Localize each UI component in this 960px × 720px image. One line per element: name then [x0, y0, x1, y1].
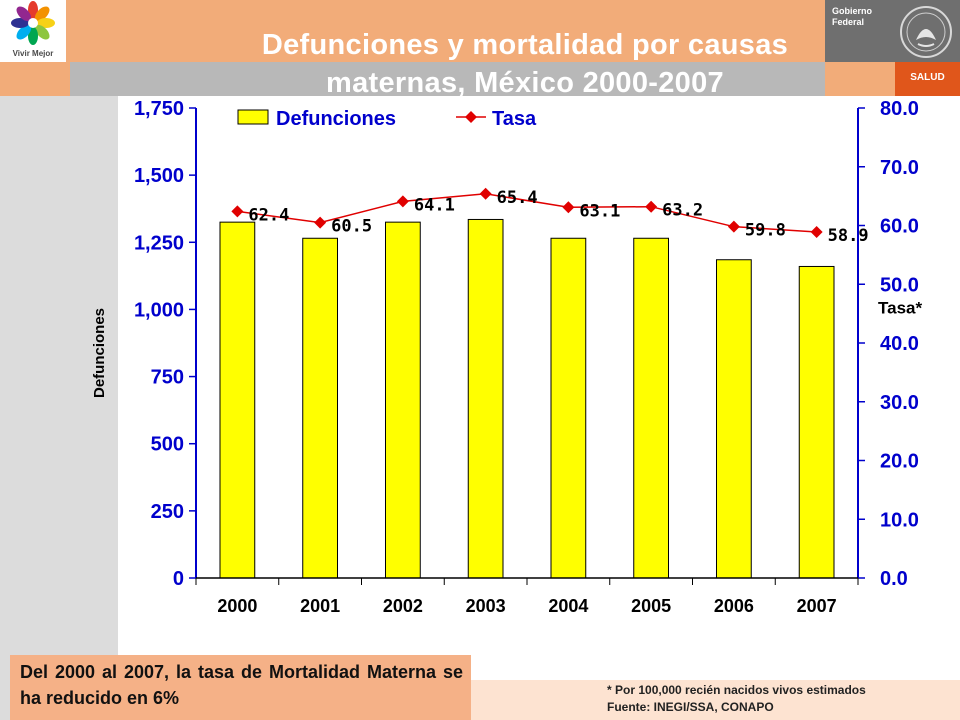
legend-bar-swatch	[237, 109, 269, 125]
mexico-seal-icon	[900, 6, 952, 58]
left-tick-label: 1,750	[134, 98, 184, 120]
left-tick-label: 0	[173, 568, 184, 590]
x-tick-label: 2007	[797, 596, 837, 616]
flower-logo-icon	[11, 1, 55, 45]
y-axis-right-title: Tasa*	[878, 299, 922, 318]
right-tick-label: 60.0	[880, 216, 919, 238]
x-tick-label: 2005	[631, 596, 671, 616]
title-line-1: Defunciones y mortalidad por causas	[261, 29, 789, 61]
page-title: Defunciones y mortalidad por causas mate…	[100, 26, 950, 102]
right-tick-label: 40.0	[880, 333, 919, 355]
tasa-data-label: 65.4	[497, 188, 538, 208]
bar-2005	[633, 237, 670, 579]
left-panel	[0, 96, 118, 720]
x-tick-label: 2003	[466, 596, 506, 616]
gobierno-federal-text: Gobierno Federal	[832, 6, 892, 28]
legend-tasa: Tasa	[492, 108, 537, 130]
left-tick-label: 1,250	[134, 232, 184, 254]
tasa-data-label: 58.9	[828, 226, 869, 246]
right-tick-label: 30.0	[880, 392, 919, 414]
bar-2006	[715, 259, 752, 579]
bar-2001	[302, 237, 339, 579]
source-text: Fuente: INEGI/SSA, CONAPO	[607, 700, 774, 714]
right-tick-label: 80.0	[880, 98, 919, 120]
left-tick-label: 1,000	[134, 299, 184, 321]
chart: 0 250 500 750 1,000 1,250 1,500 1,750 0.0 10.0 20.…	[91, 98, 922, 616]
tasa-data-label: 62.4	[248, 205, 289, 225]
tasa-point-2004	[562, 201, 575, 214]
bar-2003	[467, 218, 504, 579]
title-band	[70, 62, 825, 96]
tasa-point-2006	[727, 220, 740, 233]
legend-defunciones: Defunciones	[276, 108, 396, 130]
footnote-block: * Por 100,000 recién nacidos vivos estim…	[607, 682, 866, 716]
legend-diamond-icon	[465, 111, 477, 123]
x-tick-label: 2000	[217, 596, 257, 616]
right-tick-label: 50.0	[880, 274, 919, 296]
title-line-2: maternas, México 2000-2007	[326, 67, 724, 99]
bar-2000	[219, 221, 256, 579]
tasa-data-label: 60.5	[331, 217, 372, 237]
tasa-data-label: 63.2	[662, 201, 703, 221]
right-tick-label: 0.0	[880, 568, 908, 590]
y-axis-title: Defunciones	[91, 308, 108, 398]
footnote-text: * Por 100,000 recién nacidos vivos estim…	[607, 683, 866, 697]
tasa-point-2007	[810, 225, 823, 238]
left-tick-label: 500	[151, 434, 184, 456]
logo-caption: Vivir Mejor	[12, 49, 54, 58]
tasa-data-label: 59.8	[745, 221, 786, 241]
tasa-data-label: 63.1	[579, 201, 620, 221]
tasa-line	[237, 193, 817, 233]
right-tick-label: 20.0	[880, 451, 919, 473]
left-tick-label: 250	[151, 501, 184, 523]
gov-line-2: Federal	[832, 17, 865, 27]
x-tick-label: 2004	[548, 596, 588, 616]
bar-2007	[798, 265, 835, 579]
x-tick-label: 2001	[300, 596, 340, 616]
vivir-mejor-logo: Vivir Mejor	[0, 0, 66, 62]
salud-label: SALUD	[910, 72, 945, 83]
tasa-point-2005	[645, 200, 658, 213]
x-tick-label: 2006	[714, 596, 754, 616]
right-tick-label: 70.0	[880, 157, 919, 179]
footnote-box	[471, 680, 960, 720]
tasa-point-2003	[479, 187, 492, 200]
x-tick-label: 2002	[383, 596, 423, 616]
summary-note: Del 2000 al 2007, la tasa de Mortalidad …	[20, 662, 463, 708]
bar-2004	[550, 237, 587, 579]
salud-box	[895, 62, 960, 96]
gov-line-1: Gobierno	[832, 6, 872, 16]
left-tick-label: 750	[151, 367, 184, 389]
bar-2002	[384, 221, 421, 579]
summary-box	[10, 655, 471, 720]
tasa-point-2000	[231, 205, 244, 218]
tasa-point-2001	[314, 216, 327, 229]
tasa-point-2002	[396, 195, 409, 208]
tasa-data-label: 64.1	[414, 195, 455, 215]
left-tick-label: 1,500	[134, 165, 184, 187]
right-tick-label: 10.0	[880, 509, 919, 531]
